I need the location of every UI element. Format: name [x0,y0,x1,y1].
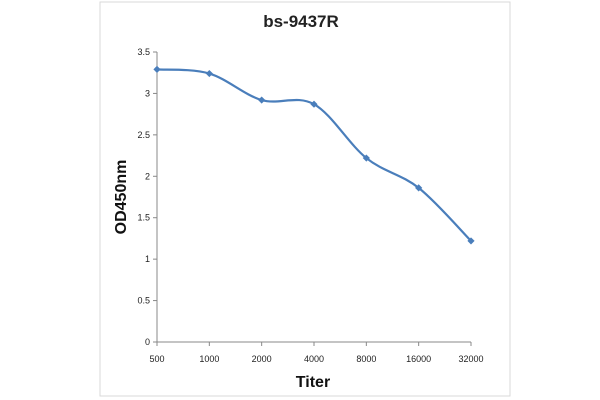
series-markers [153,65,475,245]
x-tick-label: 2000 [252,354,272,364]
data-point-marker [205,69,213,78]
data-point-marker [153,65,161,73]
y-tick-label: 1 [145,254,150,264]
x-tick-label: 500 [149,354,164,364]
y-tick-label: 1.5 [137,213,150,223]
x-tick-label: 32000 [458,354,483,364]
y-tick-label: 3.5 [137,47,150,57]
data-point-marker [467,237,475,245]
y-ticks: 0 0.5 1 1.5 2 2.5 3 3.5 [137,47,157,347]
y-tick-label: 3 [145,88,150,98]
series-line [156,68,472,242]
y-axis-title: OD450nm [113,160,130,235]
data-point-marker [258,96,266,104]
y-tick-label: 0 [145,337,150,347]
x-axis-title: Titer [296,374,330,391]
y-tick-label: 2.5 [137,130,150,140]
x-tick-label: 8000 [356,354,376,364]
chart-title: bs-9437R [263,12,339,31]
data-point-marker [310,100,318,108]
y-tick-label: 2 [145,171,150,181]
chart-frame [99,1,511,397]
x-ticks: 500 1000 2000 4000 8000 16000 32000 [149,342,484,364]
data-point-marker [362,154,370,162]
data-point-marker [415,184,423,192]
x-tick-label: 4000 [304,354,324,364]
x-tick-label: 1000 [199,354,219,364]
x-tick-label: 16000 [406,354,431,364]
y-tick-label: 0.5 [137,296,150,306]
